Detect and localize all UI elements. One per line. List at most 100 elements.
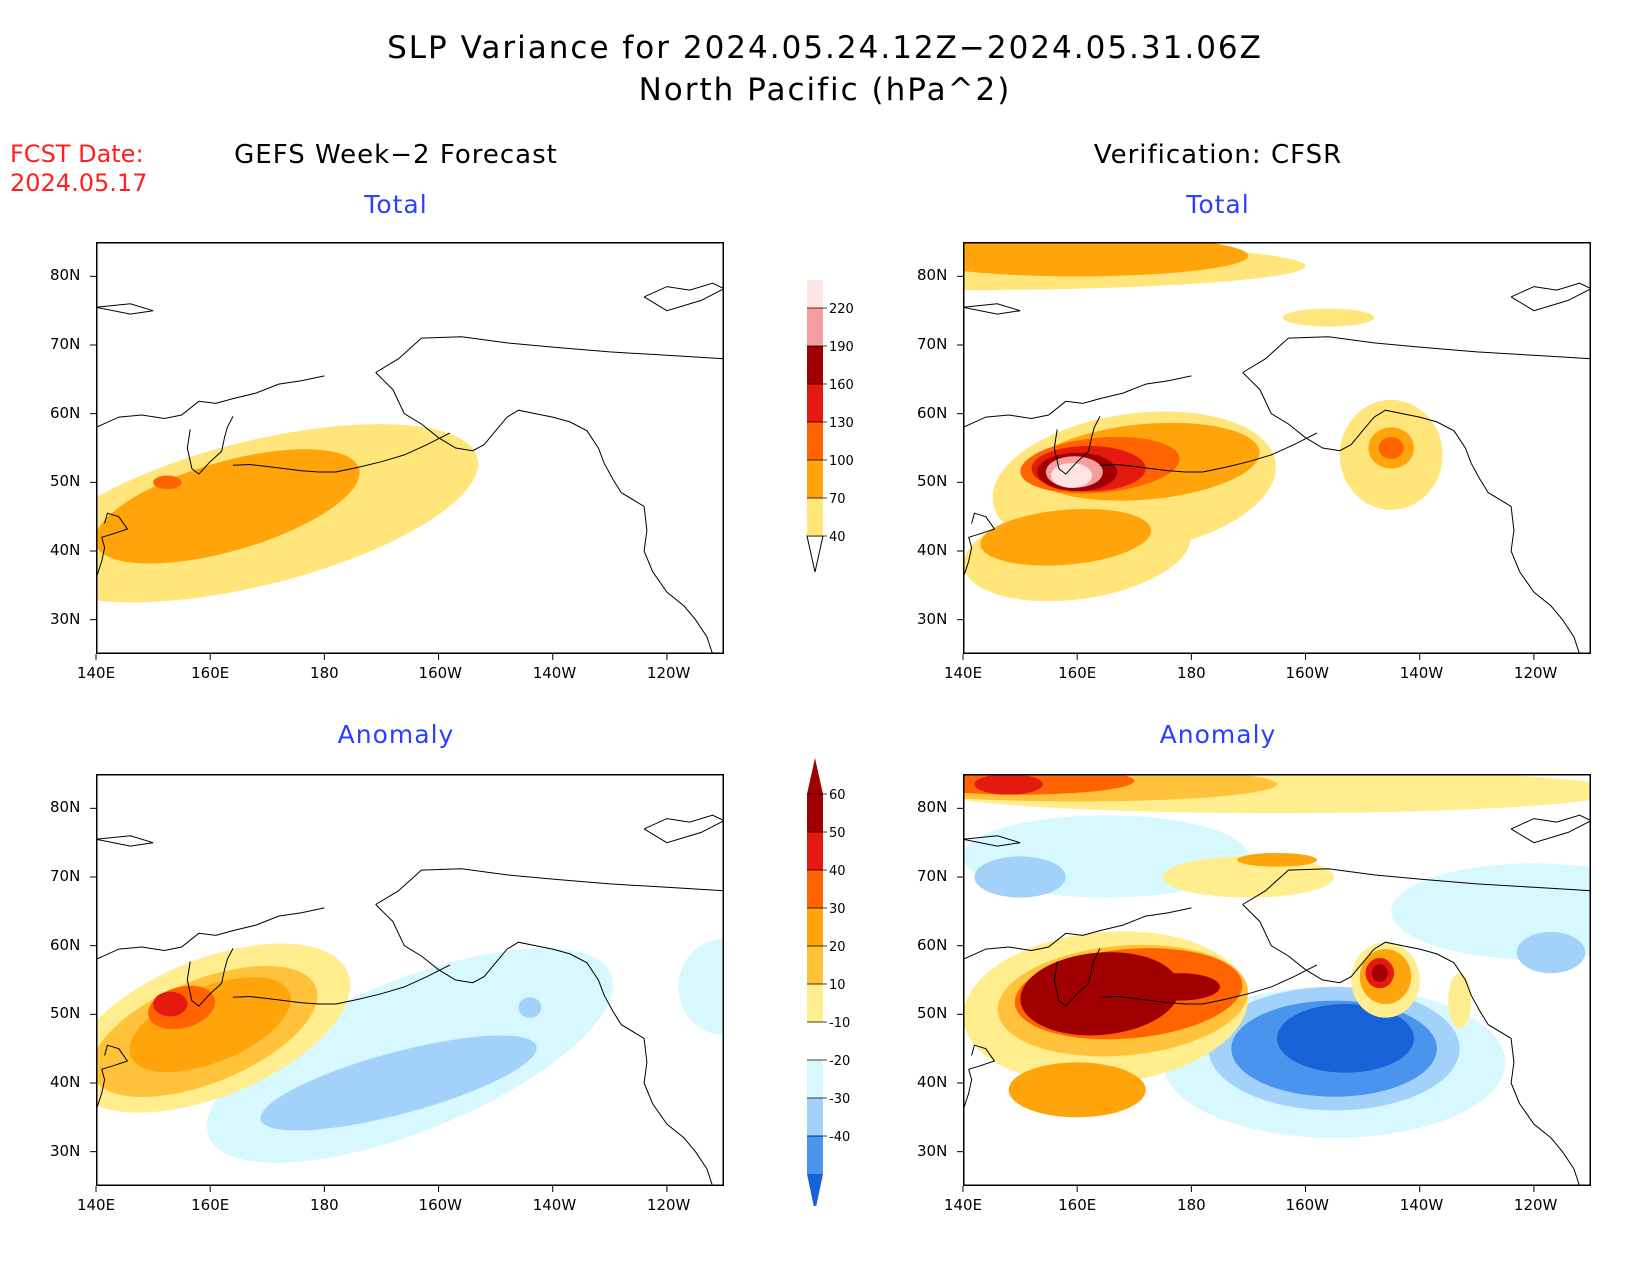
contour-fill [974, 774, 1043, 795]
contour-fill [1020, 952, 1180, 1036]
left-column-title: GEFS Week−2 Forecast [234, 140, 558, 170]
lon-tick-label: 140E [76, 664, 116, 682]
lon-tick-label: 140W [1399, 1196, 1444, 1214]
lat-tick-label: 30N [917, 1141, 948, 1160]
colorbar-swatch [807, 460, 823, 498]
lat-tick-label: 30N [50, 1141, 81, 1160]
lon-tick-label: 180 [1177, 1196, 1206, 1214]
coastline [232, 432, 451, 473]
colorbar-swatch [807, 498, 823, 536]
colorbar-label: 100 [829, 454, 854, 469]
coastline [1510, 282, 1591, 312]
contour-fill [980, 508, 1152, 566]
coastline [1053, 948, 1101, 1007]
lat-tick-label: 30N [917, 609, 948, 628]
lon-tick-label: 140W [532, 1196, 577, 1214]
lon-tick-label: 160E [191, 1196, 230, 1214]
lon-tick-label: 160E [1058, 1196, 1097, 1214]
lon-tick-label: 140E [76, 1196, 116, 1214]
colorbar-lower-arrow [806, 535, 824, 573]
verification-total-map [957, 242, 1591, 660]
contour-fill [260, 1035, 537, 1131]
forecast-total-map [90, 242, 724, 660]
lon-tick-label: 140E [943, 1196, 983, 1214]
coastline [96, 835, 154, 847]
colorbar-swatch [807, 1022, 823, 1060]
coastline [375, 904, 714, 1186]
coastline [96, 512, 129, 579]
colorbar-label: 190 [829, 340, 854, 355]
coastline [963, 512, 996, 579]
coastline [963, 835, 1021, 847]
lon-tick-label: 140E [943, 664, 983, 682]
lat-tick-label: 50N [50, 1004, 81, 1023]
lat-tick-label: 70N [917, 335, 948, 353]
coastline [232, 964, 451, 1005]
colorbar-swatch [807, 832, 823, 870]
lat-tick-label: 40N [50, 541, 81, 559]
coastline [1053, 416, 1101, 475]
colorbar-swatch [807, 908, 823, 946]
lon-tick-label: 120W [1513, 1196, 1558, 1214]
lon-tick-label: 140W [532, 664, 577, 682]
lat-tick-label: 30N [50, 609, 81, 628]
lat-tick-label: 50N [917, 472, 948, 491]
lon-tick-label: 160W [1285, 1196, 1329, 1214]
contour-fill [974, 856, 1066, 898]
colorbar-swatch [807, 946, 823, 984]
lon-tick-label: 160W [418, 664, 462, 682]
colorbar-label: 20 [829, 940, 846, 955]
lat-tick-label: 60N [50, 935, 81, 954]
colorbar-label: 40 [829, 864, 846, 879]
contour-fill [1371, 964, 1388, 983]
contour-fill [1008, 1062, 1146, 1118]
coastline [643, 814, 724, 844]
coastline [1510, 814, 1591, 844]
coastline [1242, 372, 1581, 654]
lat-tick-label: 70N [50, 335, 81, 353]
colorbar-label: -30 [829, 1092, 850, 1107]
map-frame [96, 242, 724, 654]
colorbar-swatch [807, 422, 823, 460]
colorbar-label: -20 [829, 1054, 850, 1069]
fcst-date: 2024.05.17 [10, 169, 148, 197]
contour-fill [153, 475, 182, 490]
colorbar-swatch [807, 870, 823, 908]
contour-fill [1516, 931, 1586, 974]
colorbar-lower-arrow [807, 1174, 823, 1206]
coastline [375, 336, 724, 373]
contour-fill [678, 938, 724, 1035]
contour-fill [96, 449, 360, 564]
coastline [1099, 432, 1318, 473]
lon-tick-label: 160W [418, 1196, 462, 1214]
main-subtitle: North Pacific (hPa^2) [638, 72, 1012, 108]
coastline [963, 1044, 996, 1111]
contour-fill [1277, 1004, 1415, 1073]
lat-tick-label: 80N [50, 798, 81, 817]
lon-tick-label: 180 [310, 1196, 339, 1214]
right-total-subtitle: Total [1186, 190, 1250, 219]
lat-tick-label: 70N [917, 867, 948, 885]
contour-fill [518, 997, 542, 1018]
map-frame [963, 774, 1591, 1186]
lat-tick-label: 40N [50, 1073, 81, 1091]
main-title: SLP Variance for 2024.05.24.12Z−2024.05.… [387, 30, 1263, 66]
colorbar-swatch [807, 346, 823, 384]
fcst-date-block: FCST Date: 2024.05.17 [10, 140, 147, 198]
contour-fill [153, 991, 188, 1017]
lat-tick-label: 60N [50, 403, 81, 422]
lon-tick-label: 160E [191, 664, 230, 682]
lat-tick-label: 60N [917, 403, 948, 422]
colorbar-swatch [807, 1098, 823, 1136]
contour-fill [1050, 463, 1093, 488]
verification-anomaly-map [957, 774, 1591, 1192]
right-anomaly-subtitle: Anomaly [1159, 720, 1277, 749]
contour-fill [1237, 852, 1317, 867]
lon-tick-label: 160W [1285, 664, 1329, 682]
map-frame [963, 242, 1591, 654]
lat-tick-label: 50N [50, 472, 81, 491]
coastline [643, 282, 724, 312]
colorbar-label: 130 [829, 416, 854, 431]
coastline [96, 375, 325, 428]
lon-tick-label: 140W [1399, 664, 1444, 682]
